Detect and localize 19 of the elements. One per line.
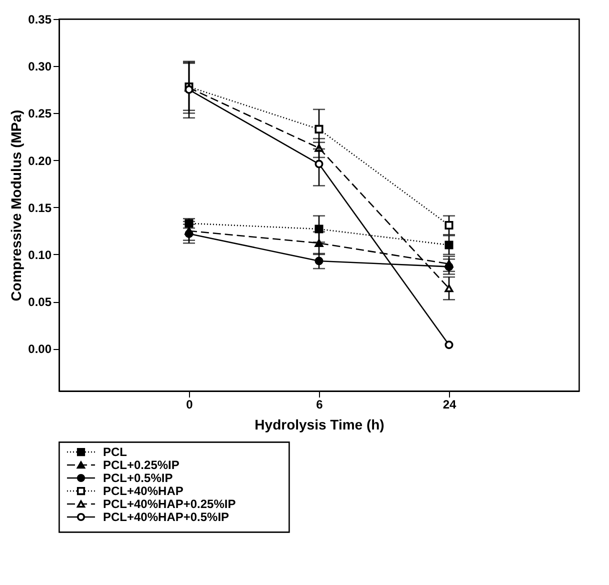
legend-label: PCL+40%HAP (103, 484, 184, 498)
x-tick-label: 6 (316, 398, 324, 412)
x-axis-title: Hydrolysis Time (h) (254, 416, 384, 432)
y-tick-label: 0.30 (28, 60, 52, 74)
y-tick-label: 0.00 (28, 342, 52, 356)
x-tick-label: 24 (442, 398, 456, 412)
legend-label: PCL (103, 445, 127, 459)
x-tick-label: 0 (186, 398, 194, 412)
legend-label: PCL+40%HAP+0.25%IP (103, 497, 236, 511)
y-tick-label: 0.20 (28, 154, 52, 168)
y-axis-title: Compressive Modulus (MPa) (8, 110, 24, 302)
y-tick-label: 0.10 (28, 248, 52, 262)
y-tick-label: 0.25 (28, 106, 52, 121)
legend-label: PCL+0.25%IP (103, 458, 180, 472)
legend-label: PCL+40%HAP+0.5%IP (103, 510, 230, 524)
y-tick-label: 0.35 (28, 12, 52, 26)
legend-label: PCL+0.5%IP (103, 471, 173, 485)
y-tick-label: 0.15 (28, 200, 52, 215)
y-tick-label: 0.05 (28, 295, 52, 310)
